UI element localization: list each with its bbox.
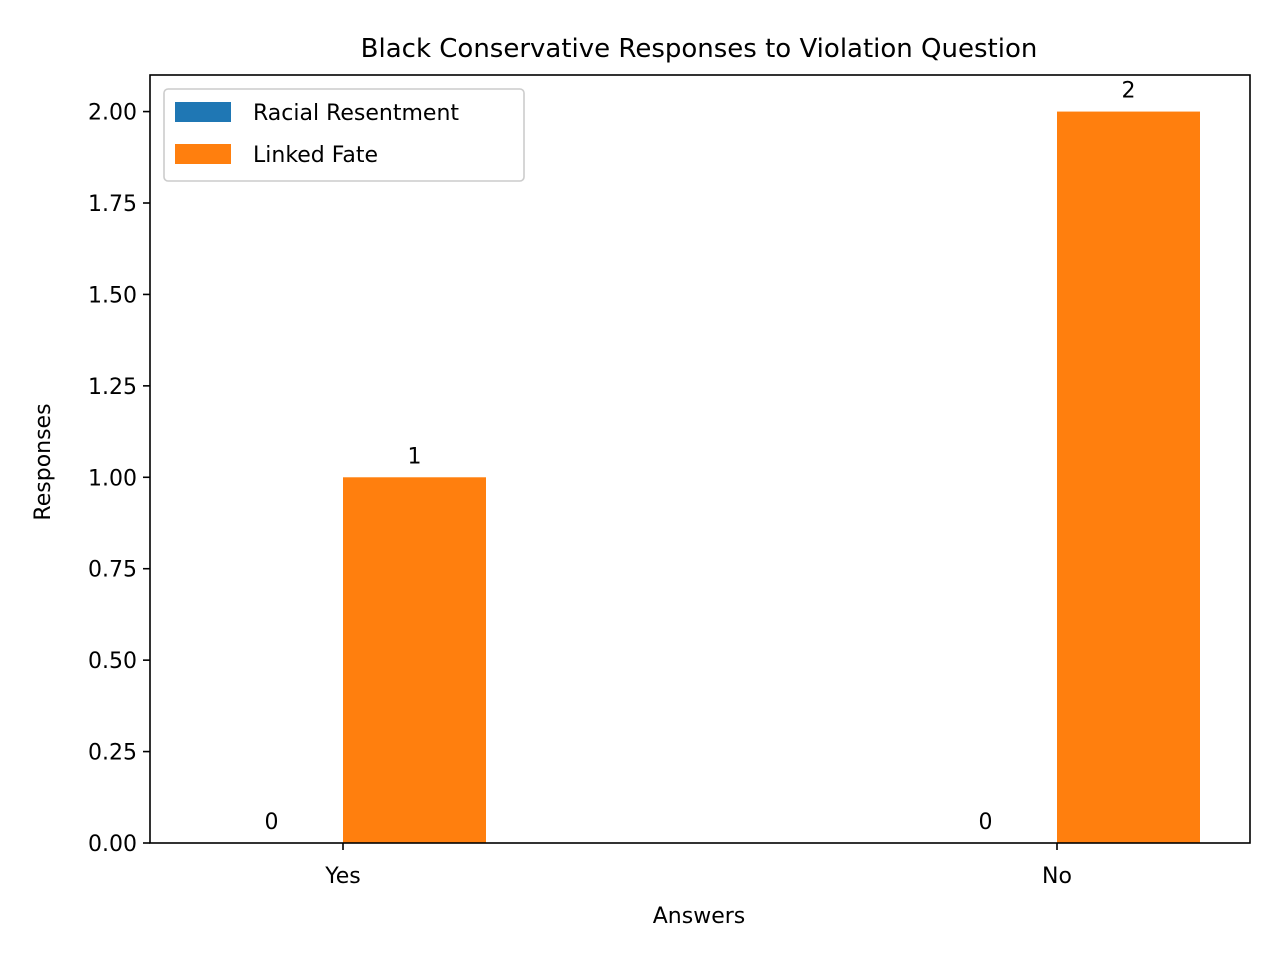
bar-linked-fate-yes <box>343 477 486 843</box>
y-axis-label: Responses <box>31 403 56 520</box>
x-tick-label: Yes <box>324 864 361 889</box>
y-tick-label: 1.00 <box>88 466 137 491</box>
bar-linked-fate-no <box>1057 111 1200 844</box>
y-tick-label: 0.00 <box>88 832 137 857</box>
x-axis-label: Answers <box>653 904 746 929</box>
bar-labels-layer: 0 0 1 2 <box>265 79 1136 835</box>
y-tick-label: 1.25 <box>88 375 137 400</box>
plot-frame <box>149 74 1251 844</box>
y-tick-label: 1.75 <box>88 192 137 217</box>
legend-swatch-linked-fate <box>175 144 231 164</box>
data-label-linked-fate-no: 2 <box>1122 79 1136 104</box>
y-tick-label: 1.50 <box>88 283 137 308</box>
x-tick-label: No <box>1042 864 1072 889</box>
y-axis: 0.00 0.25 0.50 0.75 1.00 1.25 1.50 1.75 2.00 <box>88 101 150 857</box>
data-label-racial-resentment-yes: 0 <box>265 810 279 835</box>
y-tick-label: 0.25 <box>88 741 137 766</box>
data-label-linked-fate-yes: 1 <box>408 444 422 469</box>
chart-title: Black Conservative Responses to Violatio… <box>361 34 1038 64</box>
legend-frame <box>163 88 525 182</box>
y-tick-label: 2.00 <box>88 101 137 126</box>
legend: Racial Resentment Linked Fate <box>163 88 525 182</box>
data-label-racial-resentment-no: 0 <box>979 810 993 835</box>
y-tick-label: 0.50 <box>88 649 137 674</box>
legend-label-racial-resentment: Racial Resentment <box>253 101 459 126</box>
legend-label-linked-fate: Linked Fate <box>253 143 378 168</box>
x-axis: Yes No <box>324 843 1072 889</box>
legend-swatch-racial-resentment <box>175 102 231 122</box>
bars-layer <box>343 111 1200 844</box>
y-tick-label: 0.75 <box>88 558 137 583</box>
